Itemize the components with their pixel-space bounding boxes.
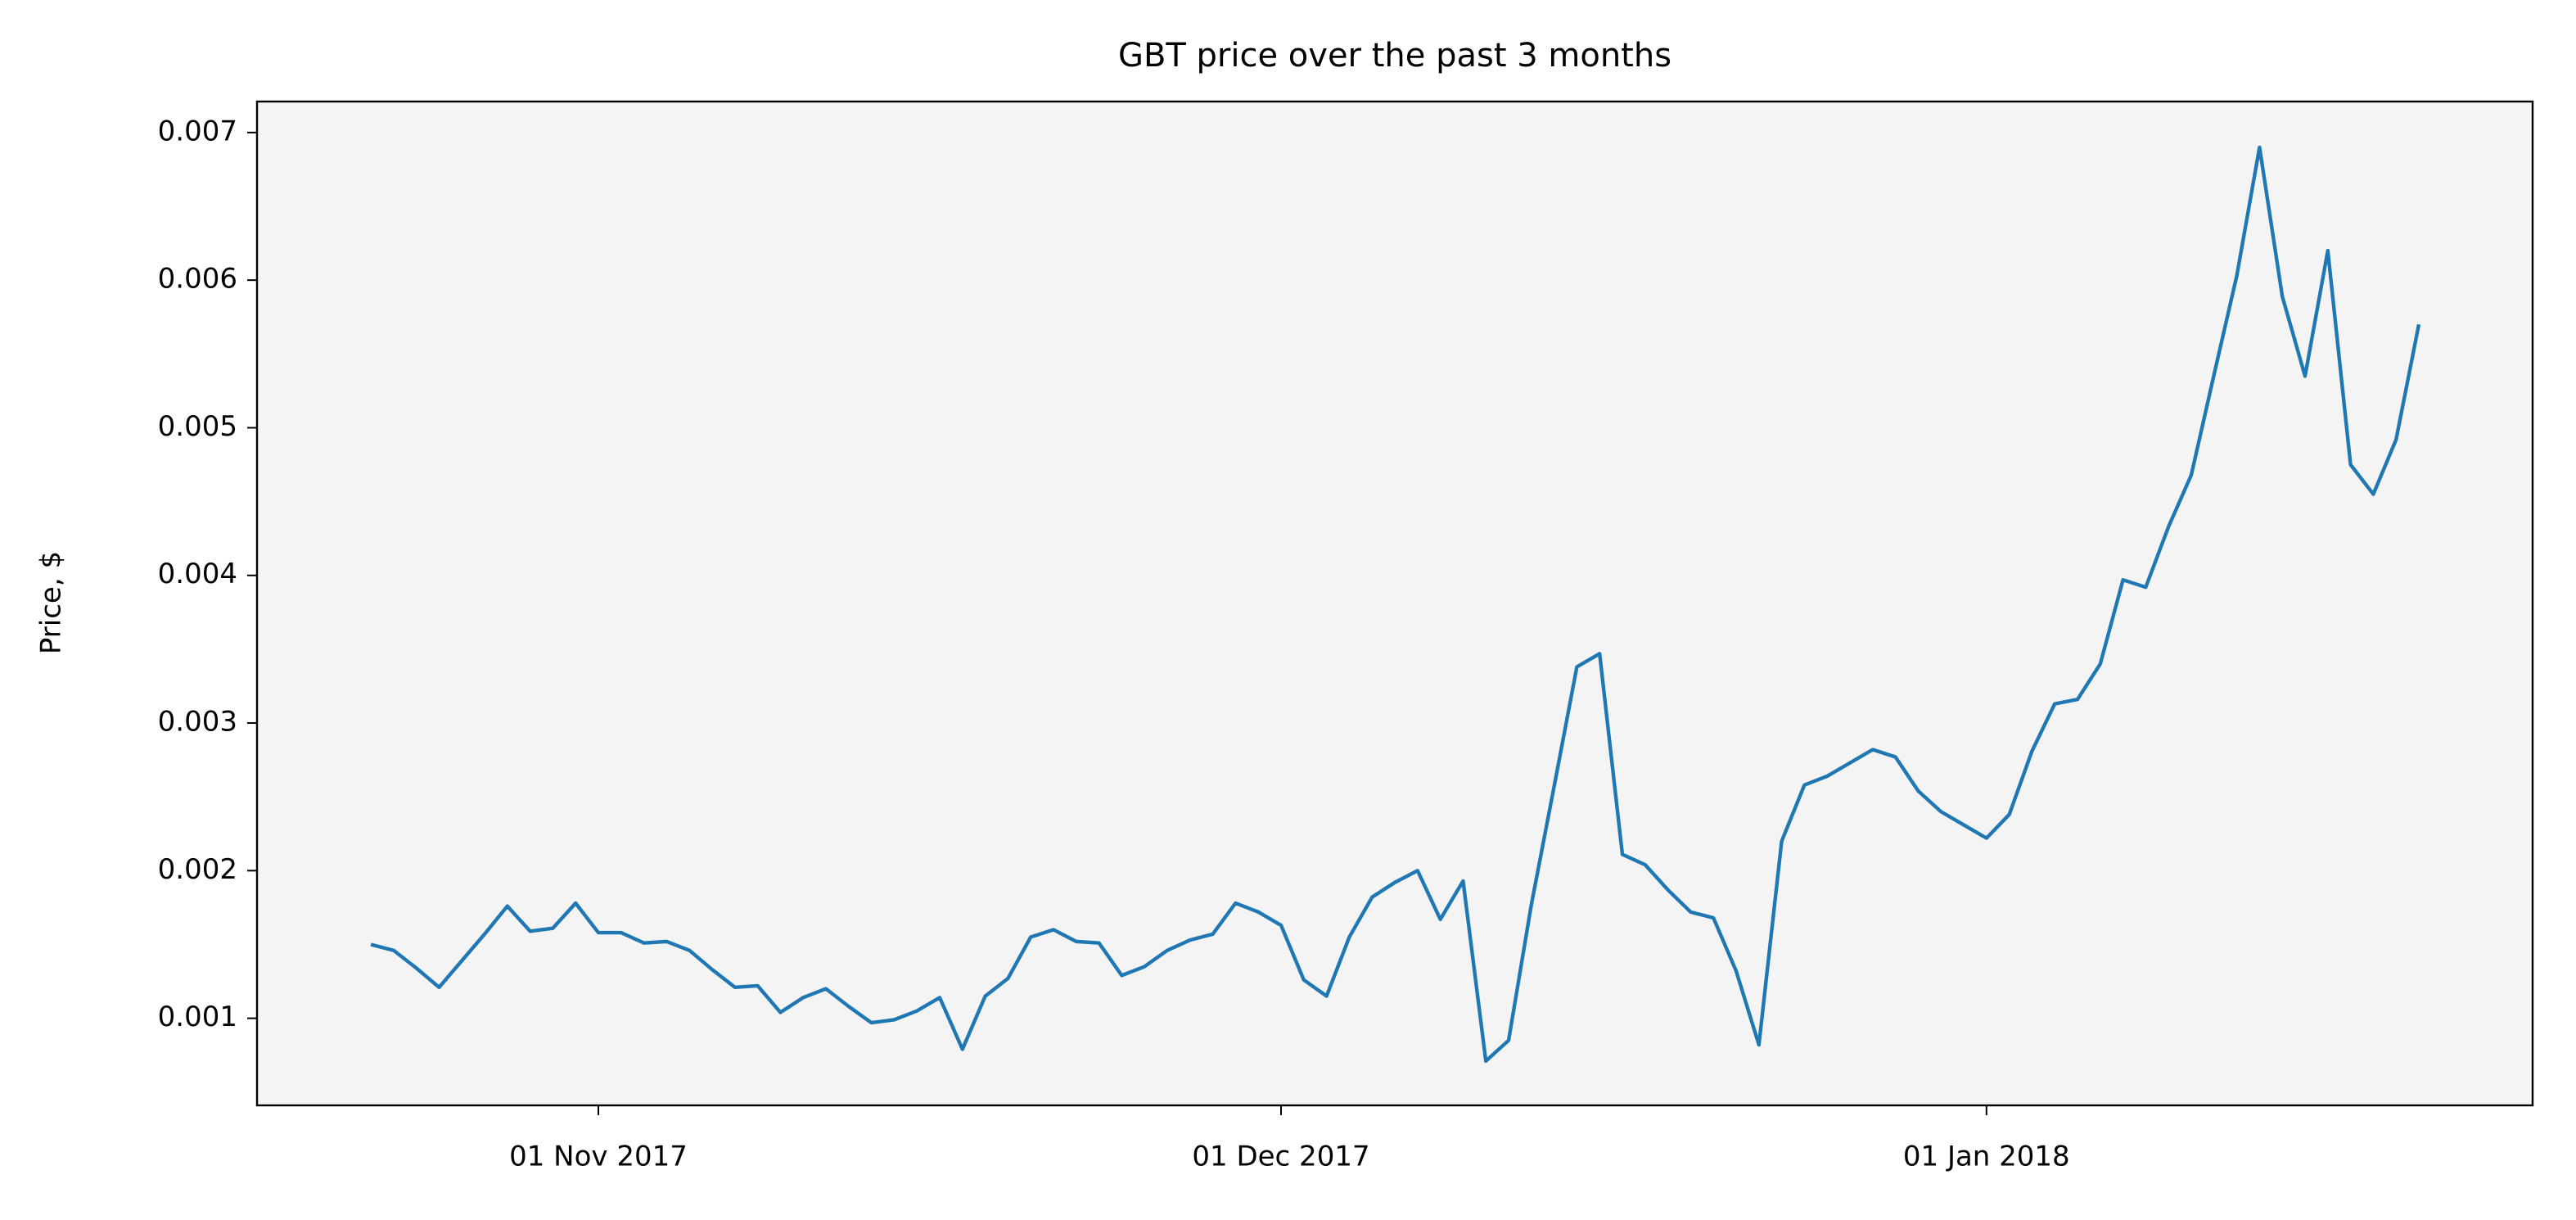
price-line xyxy=(370,145,2421,1064)
y-tick-label: 0.005 xyxy=(158,410,237,443)
y-tick-label: 0.002 xyxy=(158,853,237,886)
y-tick-label: 0.001 xyxy=(158,1001,237,1033)
y-tick-label: 0.007 xyxy=(158,115,237,147)
plot-area xyxy=(257,102,2533,1105)
chart-title: GBT price over the past 3 months xyxy=(1118,37,1671,75)
y-tick-label: 0.003 xyxy=(158,706,237,739)
y-tick-label: 0.004 xyxy=(158,558,237,590)
y-axis-label: Price, $ xyxy=(35,551,68,654)
x-tick-label: 01 Dec 2017 xyxy=(1192,1141,1369,1173)
x-tick-label: 01 Nov 2017 xyxy=(509,1141,688,1173)
y-tick-label: 0.006 xyxy=(158,263,237,296)
plot-frame xyxy=(255,100,2534,1107)
x-tick-label: 01 Jan 2018 xyxy=(1903,1141,2070,1173)
